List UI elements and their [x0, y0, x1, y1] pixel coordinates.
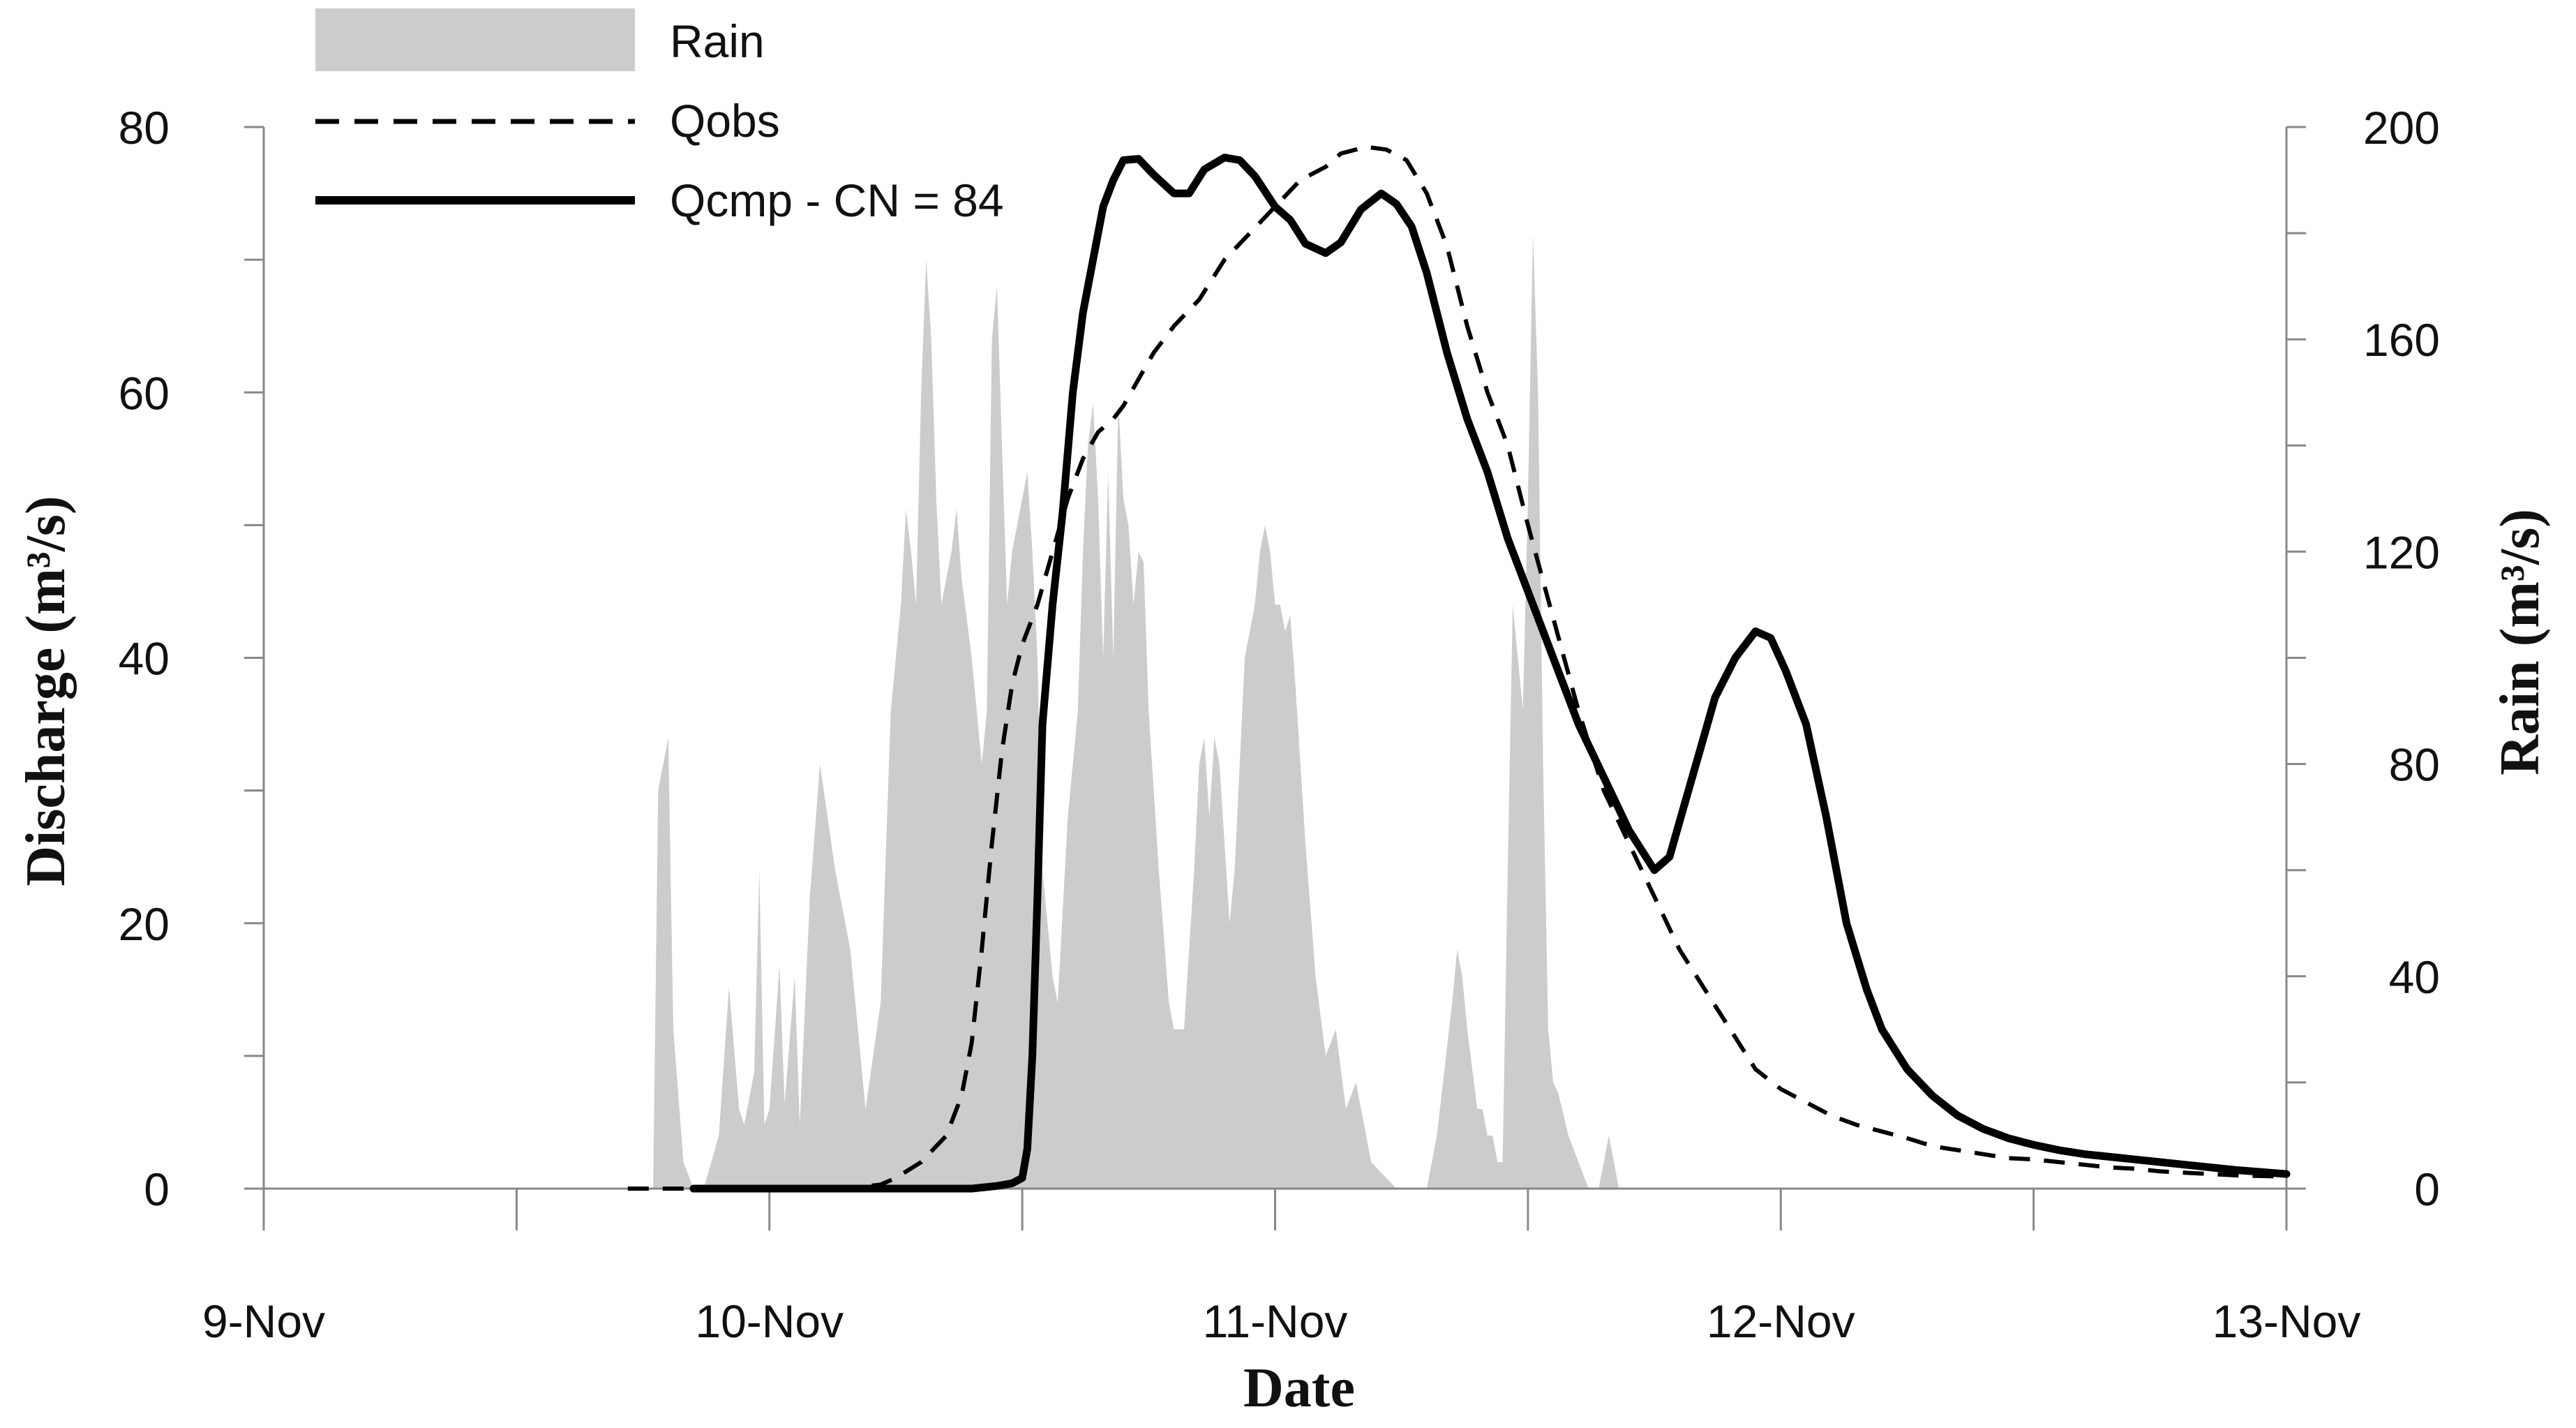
x-tick-label: 13-Nov: [2212, 1295, 2361, 1347]
y-tick-label: 60: [119, 367, 170, 419]
y-tick-label: 0: [144, 1163, 170, 1215]
x-tick-label: 11-Nov: [1203, 1295, 1348, 1347]
y-tick-label: 20: [119, 898, 170, 950]
y2-axis-title-unit: (m³/s): [2489, 509, 2551, 646]
x-axis-title: Date: [1243, 1358, 1355, 1419]
y2-tick-label: 200: [2363, 102, 2440, 154]
x-tick-label: 10-Nov: [695, 1295, 844, 1347]
y2-axis-title: Rain (m³/s): [2489, 509, 2551, 775]
legend-qcmp-label: Qcmp - CN = 84: [670, 174, 1004, 226]
legend-rain-label: Rain: [670, 15, 765, 67]
discharge-series: [627, 144, 2291, 1193]
y-axis-title: Discharge (m³/s): [15, 496, 77, 886]
y-tick-label: 80: [119, 102, 170, 154]
tick-labels: 9-Nov 10-Nov 11-Nov 12-Nov 13-Nov 0 20 40 60 80 0 4…: [119, 102, 2440, 1347]
y-axis-title-unit: (m³/s): [15, 496, 77, 633]
y-tick-label: 40: [119, 633, 170, 685]
axes: [244, 126, 2306, 1230]
qobs-line: [627, 144, 2287, 1191]
y2-tick-label: 160: [2363, 314, 2440, 366]
x-tick-label: 12-Nov: [1707, 1295, 1855, 1347]
rain-series: [653, 233, 1624, 1189]
legend-qobs-label: Qobs: [670, 95, 780, 147]
qcmp-line: [689, 154, 2291, 1193]
rain-area: [653, 233, 1624, 1189]
legend: Rain Qobs Qcmp - CN = 84: [315, 8, 1004, 226]
y-axis-title-text: Discharge: [15, 648, 77, 886]
x-tick-label: 9-Nov: [202, 1295, 325, 1347]
y2-tick-label: 80: [2389, 739, 2440, 791]
y2-axis-title-text: Rain: [2489, 660, 2551, 775]
y2-tick-label: 0: [2414, 1163, 2440, 1215]
legend-rain-swatch: [315, 8, 635, 71]
y2-tick-label: 120: [2363, 526, 2440, 578]
y2-tick-label: 40: [2389, 951, 2440, 1003]
